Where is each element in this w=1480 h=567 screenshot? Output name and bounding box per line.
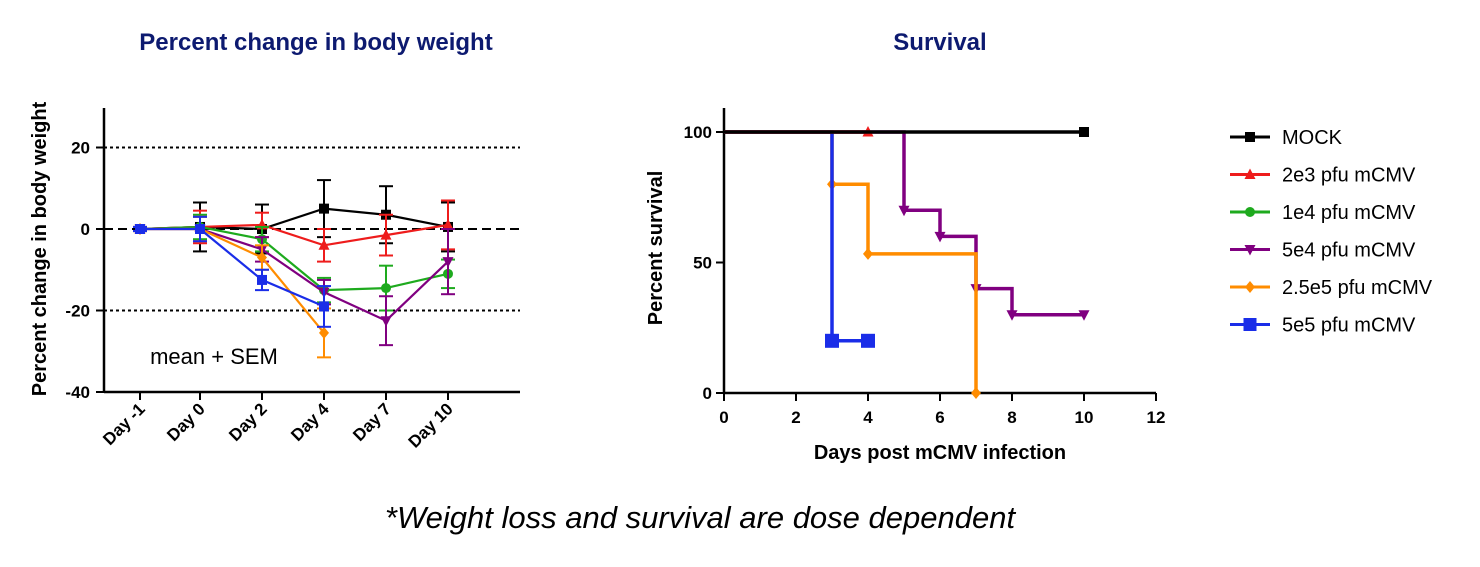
data-point (135, 224, 145, 234)
series-line (140, 227, 325, 308)
weight-chart: Percent change in body weight Percent ch… (29, 29, 520, 452)
legend-item-2-5e5-pfu-mcmv: 2.5e5 pfu mCMV (1230, 277, 1433, 299)
legend-label: MOCK (1282, 127, 1343, 149)
legend-item-mock: MOCK (1230, 127, 1343, 149)
survival-y-axis-label: Percent survival (645, 171, 667, 326)
data-point (934, 231, 946, 243)
survival-y-tick-label: 50 (693, 254, 712, 273)
weight-series-2e3-pfu-mcmv (133, 199, 455, 263)
data-point (195, 224, 205, 234)
data-point (863, 247, 873, 260)
data-point (380, 229, 392, 240)
weight-x-tick-label: Day 10 (405, 399, 457, 451)
survival-y-tick-label: 0 (703, 384, 712, 403)
survival-x-axis-label: Days post mCMV infection (814, 442, 1066, 464)
legend-marker (1245, 207, 1255, 217)
data-point (1006, 310, 1018, 321)
data-point (825, 333, 839, 348)
weight-chart-series (133, 179, 455, 359)
survival-chart-title: Survival (893, 29, 986, 56)
data-point (380, 316, 392, 327)
survival-y-tick-label: 100 (684, 123, 712, 142)
survival-x-tick-label: 2 (791, 408, 800, 427)
survival-step-line (724, 130, 1084, 317)
survival-series-mock (724, 127, 1089, 137)
legend-label: 2e3 pfu mCMV (1282, 165, 1416, 187)
figure-caption: *Weight loss and survival are dose depen… (384, 500, 1016, 535)
weight-x-tick-label: Day 0 (163, 399, 209, 445)
data-point (861, 333, 875, 348)
legend-item-5e5-pfu-mcmv: 5e5 pfu mCMV (1230, 315, 1416, 337)
weight-y-tick-label: -20 (65, 302, 90, 321)
data-point (318, 239, 330, 250)
data-point (971, 387, 981, 399)
survival-chart: Survival Percent survival Days post mCMV… (645, 29, 1165, 464)
survival-series-5e5-pfu-mcmv (724, 130, 875, 348)
data-point (319, 203, 329, 214)
series-line (139, 225, 449, 292)
weight-x-tick-label: Day -1 (99, 399, 149, 449)
weight-chart-axes: -40 -20 0 20 Day -1 Day 0 Day 2 Day 4 Day 7 Day 1… (65, 108, 520, 452)
legend-marker (1245, 281, 1255, 293)
survival-step-line (724, 130, 978, 393)
legend-marker (1243, 318, 1257, 331)
data-point (442, 218, 454, 230)
data-point (257, 251, 267, 264)
survival-x-tick-label: 12 (1147, 408, 1166, 427)
legend-item-5e4-pfu-mcmv: 5e4 pfu mCMV (1230, 240, 1416, 262)
data-point (257, 274, 267, 285)
data-point (319, 301, 329, 312)
survival-x-tick-label: 4 (863, 408, 873, 427)
weight-x-tick-label: Day 7 (349, 399, 395, 445)
series-line (140, 227, 449, 322)
survival-chart-axes: 0 50 100 0 2 4 6 8 10 12 (684, 108, 1166, 427)
mean-sem-annotation: mean + SEM (150, 344, 278, 369)
survival-step-line (724, 130, 868, 343)
survival-x-tick-label: 0 (719, 408, 728, 427)
legend: MOCK 2e3 pfu mCMV 1e4 pfu mCMV 5e4 pfu mCMV… (1230, 127, 1433, 337)
legend-label: 1e4 pfu mCMV (1282, 202, 1416, 224)
series-line (140, 227, 325, 334)
legend-label: 5e5 pfu mCMV (1282, 315, 1416, 337)
weight-y-axis-label: Percent change in body weight (29, 101, 51, 396)
weight-series-mock (133, 179, 455, 255)
weight-chart-title: Percent change in body weight (139, 29, 492, 56)
legend-item-1e4-pfu-mcmv: 1e4 pfu mCMV (1230, 202, 1416, 224)
legend-marker (1245, 132, 1255, 142)
survival-series-5e4-pfu-mcmv (724, 130, 1090, 321)
survival-x-tick-label: 8 (1007, 408, 1016, 427)
weight-y-tick-label: 20 (71, 139, 90, 158)
legend-marker (1244, 245, 1256, 256)
survival-chart-series (724, 126, 1090, 399)
weight-series-5e5-pfu-mcmv (133, 215, 331, 328)
data-point (898, 205, 910, 217)
survival-x-tick-label: 6 (935, 408, 944, 427)
weight-y-tick-label: 0 (81, 220, 90, 239)
weight-x-tick-label: Day 4 (287, 399, 333, 445)
legend-item-2e3-pfu-mcmv: 2e3 pfu mCMV (1230, 165, 1416, 187)
legend-marker (1244, 168, 1256, 179)
survival-series-2-5e5-pfu-mcmv (724, 130, 981, 399)
survival-x-tick-label: 10 (1075, 408, 1094, 427)
data-point (1079, 127, 1089, 137)
weight-y-tick-label: -40 (65, 383, 90, 402)
data-point (442, 257, 454, 268)
weight-x-tick-label: Day 2 (225, 399, 271, 445)
data-point (1078, 310, 1090, 321)
series-line (139, 207, 449, 231)
legend-label: 2.5e5 pfu mCMV (1282, 277, 1433, 299)
legend-label: 5e4 pfu mCMV (1282, 240, 1416, 262)
data-point (381, 283, 391, 294)
data-point (319, 326, 329, 339)
figure-canvas: Percent change in body weight Percent ch… (29, 29, 1433, 464)
